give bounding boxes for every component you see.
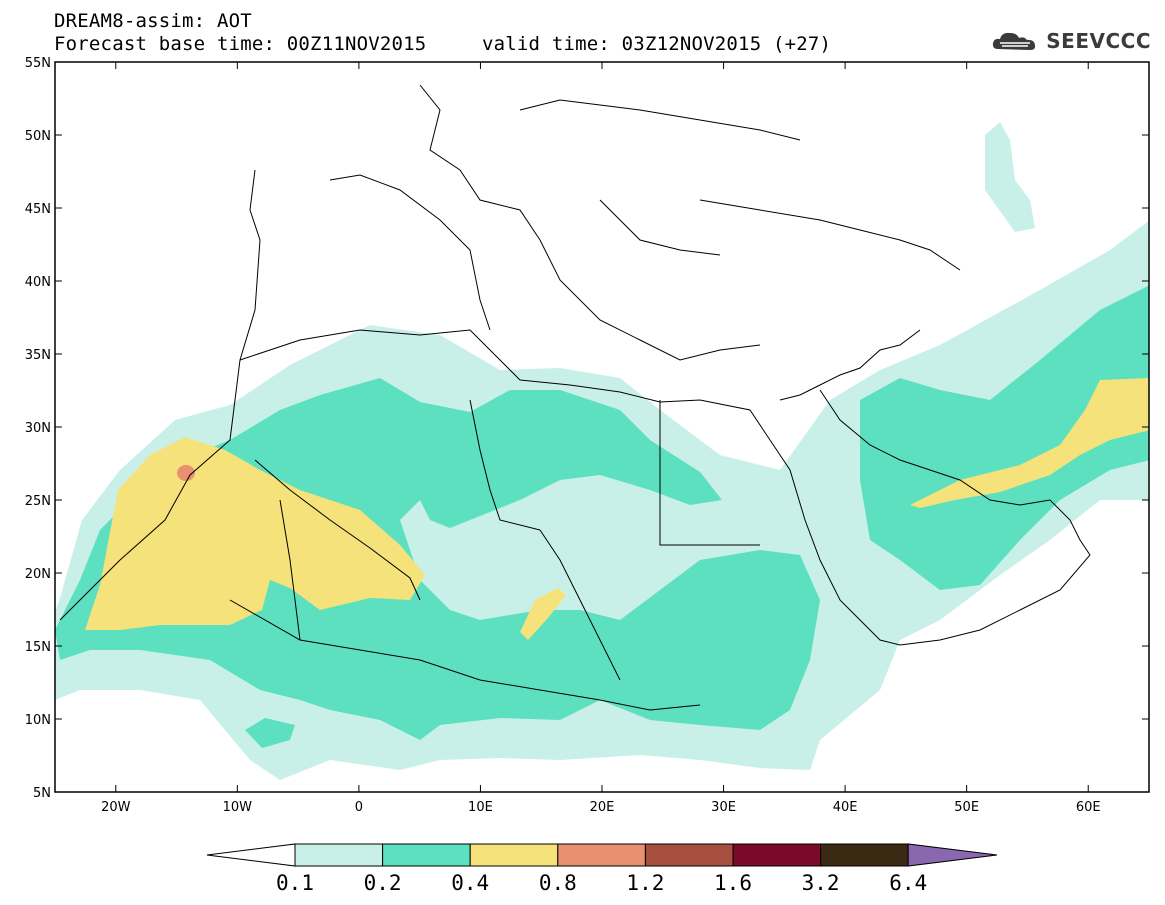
lon-tick-label: 10E (468, 800, 493, 815)
lon-tick-label: 60E (1076, 800, 1101, 815)
colorbar-arrow-high (907, 843, 998, 867)
colorbar-label: 0.4 (451, 871, 489, 895)
cloud-icon (993, 32, 1036, 50)
aot-band-0.8-spot (177, 465, 195, 481)
lat-tick-label: 30N (25, 421, 51, 436)
colorbar-label: 6.4 (889, 871, 927, 895)
map-title: DREAM8-assim: AOT (54, 10, 252, 32)
lon-tick-label: 20E (590, 800, 615, 815)
lat-tick-label: 10N (25, 713, 51, 728)
lon-axis: 20W 10W 0 10E 20E 30E 40E 50E 60E (101, 62, 1101, 815)
colorbar-swatch (382, 843, 471, 867)
lon-tick-label: 20W (101, 800, 131, 815)
colorbar-label: 1.2 (626, 871, 664, 895)
aot-band-0.2-arabia (860, 285, 1149, 590)
coastlines (59, 84, 1091, 711)
colorbar: 0.1 0.2 0.4 0.8 1.2 1.6 3.2 6.4 (206, 843, 998, 895)
colorbar-swatch (294, 843, 384, 867)
lon-tick-label: 10W (223, 800, 253, 815)
aot-map: 5N 10N 15N 20N 25N 30N 35N 40N 45N 50N 55N 20W 10W 0… (25, 56, 1150, 815)
aot-band-0.2-westafrica (245, 718, 295, 748)
colorbar-swatch (469, 843, 559, 867)
colorbar-swatch (732, 843, 822, 867)
lat-tick-label: 5N (33, 786, 51, 801)
lat-axis: 5N 10N 15N 20N 25N 30N 35N 40N 45N 50N 55N (25, 56, 1149, 801)
lon-tick-label: 40E (833, 800, 858, 815)
forecast-base-time: Forecast base time: 00Z11NOV2015 (54, 33, 427, 55)
colorbar-label: 3.2 (802, 871, 840, 895)
colorbar-label: 0.8 (539, 871, 577, 895)
lat-tick-label: 35N (25, 348, 51, 363)
lat-tick-label: 40N (25, 275, 51, 290)
lon-tick-label: 50E (954, 800, 979, 815)
valid-time: valid time: 03Z12NOV2015 (+27) (482, 33, 832, 55)
lat-tick-label: 50N (25, 129, 51, 144)
lat-tick-label: 25N (25, 494, 51, 509)
colorbar-arrow-low (206, 843, 296, 867)
lat-tick-label: 55N (25, 56, 51, 71)
colorbar-label: 1.6 (714, 871, 752, 895)
lon-tick-label: 30E (711, 800, 736, 815)
aot-fields (55, 122, 1149, 780)
aot-band-0.1-caspian (985, 122, 1035, 232)
seevccc-logo: SEEVCCC (990, 28, 1151, 54)
colorbar-swatch (820, 843, 909, 867)
lon-tick-label: 0 (355, 800, 363, 815)
lat-tick-label: 45N (25, 202, 51, 217)
aot-band-0.4-gulf (910, 378, 1149, 508)
colorbar-swatch (557, 843, 646, 867)
aot-band-0.4-chad (520, 588, 566, 640)
colorbar-swatch (644, 843, 734, 867)
colorbar-label: 0.1 (276, 871, 314, 895)
lat-tick-label: 20N (25, 567, 51, 582)
lat-tick-label: 15N (25, 640, 51, 655)
aot-band-0.4 (85, 437, 425, 630)
colorbar-label: 0.2 (364, 871, 402, 895)
logo-text: SEEVCCC (1046, 29, 1151, 53)
